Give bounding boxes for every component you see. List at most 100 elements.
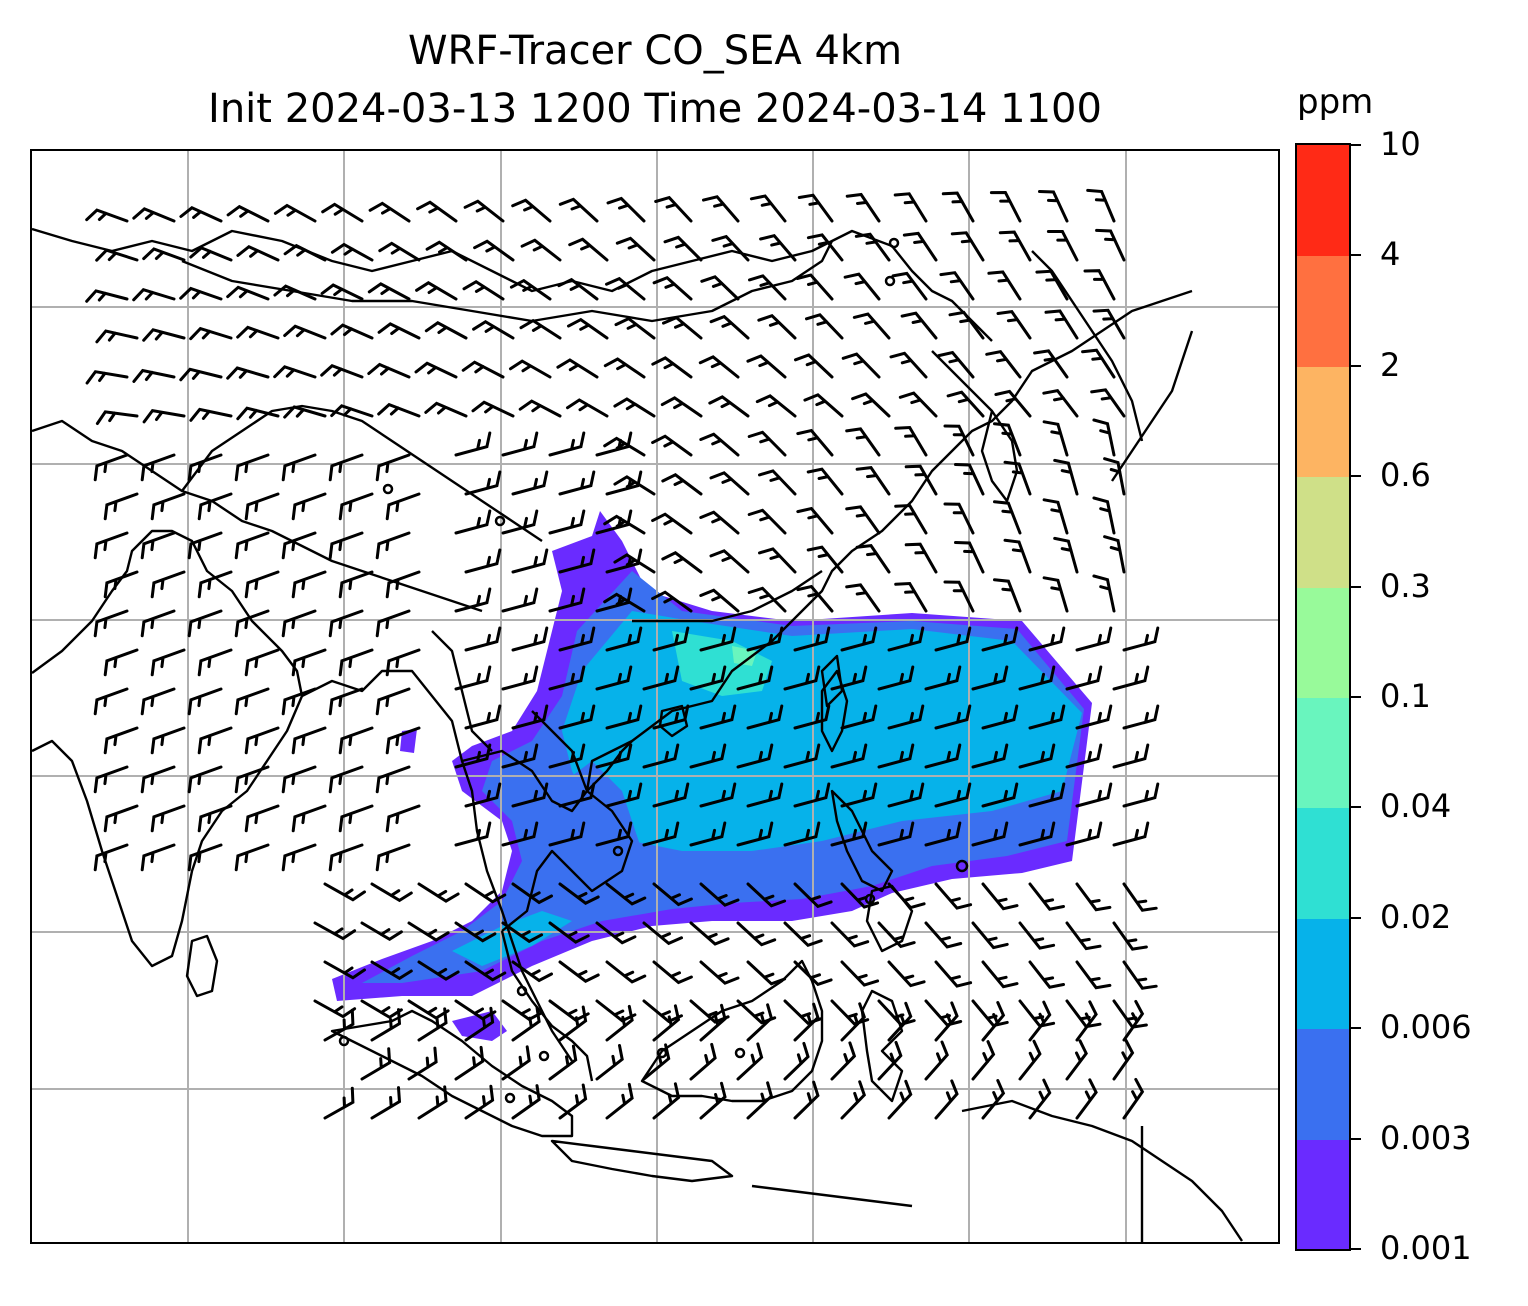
wind-barb bbox=[736, 921, 777, 947]
wind-barb bbox=[1065, 1039, 1088, 1081]
wind-barb bbox=[934, 882, 973, 910]
wind-barb bbox=[93, 609, 129, 638]
wind-barb bbox=[877, 1040, 903, 1081]
wind-barb bbox=[1018, 1039, 1042, 1081]
wind-barb bbox=[93, 687, 129, 716]
wind-barb bbox=[595, 1044, 624, 1081]
wind-barb bbox=[757, 313, 797, 340]
wind-barb bbox=[736, 821, 774, 847]
wind-barb bbox=[1042, 498, 1069, 535]
wind-barb bbox=[830, 743, 868, 769]
colorbar-tick bbox=[1351, 585, 1361, 588]
wind-barb bbox=[511, 1084, 541, 1120]
wind-barb bbox=[854, 232, 891, 262]
wind-barb bbox=[1028, 782, 1066, 808]
wind-barb bbox=[840, 960, 880, 987]
wind-barb bbox=[85, 289, 129, 303]
wind-barb bbox=[1028, 882, 1065, 911]
wind-barb bbox=[747, 586, 787, 613]
wind-barb bbox=[887, 626, 925, 652]
wind-barb bbox=[840, 782, 878, 808]
wind-barb bbox=[652, 960, 693, 985]
wind-barb bbox=[985, 350, 1022, 379]
wind-barb bbox=[464, 1006, 495, 1042]
wind-barb bbox=[197, 492, 233, 521]
wind-barb bbox=[179, 367, 223, 382]
wind-barb bbox=[1018, 921, 1056, 950]
wind-barb bbox=[417, 1007, 448, 1042]
wind-barb bbox=[924, 1040, 949, 1081]
wind-barb bbox=[934, 704, 972, 730]
wind-barb bbox=[805, 313, 844, 340]
wind-barb bbox=[840, 626, 878, 652]
wind-barb bbox=[981, 1079, 1006, 1120]
wind-barb bbox=[996, 309, 1032, 340]
border-myanmar bbox=[431, 630, 493, 752]
wind-barb bbox=[360, 999, 403, 1020]
wind-barb bbox=[567, 317, 609, 340]
wind-barb bbox=[887, 882, 926, 910]
wind-barb bbox=[605, 704, 643, 730]
wind-barb bbox=[1046, 230, 1079, 262]
wind-barbs bbox=[85, 188, 1160, 1120]
wind-barb bbox=[603, 592, 646, 613]
wind-barb bbox=[463, 199, 505, 223]
colorbar-unit-label: ppm bbox=[1297, 82, 1374, 122]
wind-barb bbox=[1112, 921, 1148, 951]
wind-barb bbox=[140, 687, 176, 716]
wind-barb bbox=[1075, 882, 1112, 912]
colorbar-tick-label: 0.1 bbox=[1380, 677, 1431, 715]
wind-barb bbox=[511, 1006, 541, 1042]
wind-barb bbox=[281, 843, 317, 872]
wind-barb bbox=[330, 404, 374, 418]
wind-barb bbox=[501, 821, 539, 847]
wind-barb bbox=[746, 626, 784, 652]
colorbar-segment bbox=[1297, 917, 1349, 1030]
wind-barb bbox=[894, 425, 928, 457]
wind-barb bbox=[971, 743, 1009, 769]
wind-barb bbox=[1075, 782, 1113, 808]
coastline-hainan bbox=[658, 704, 689, 738]
wind-barb bbox=[385, 804, 421, 833]
wind-barb bbox=[642, 1043, 671, 1081]
wind-barb bbox=[700, 275, 740, 301]
wind-barb bbox=[950, 231, 985, 262]
wind-barb bbox=[518, 399, 562, 418]
wind-barb bbox=[236, 244, 280, 262]
wind-barb bbox=[702, 195, 740, 223]
wind-barb bbox=[511, 548, 549, 574]
wind-barb bbox=[1092, 308, 1126, 340]
wind-barb bbox=[736, 665, 774, 691]
wind-barb bbox=[150, 804, 186, 833]
wind-barb bbox=[234, 531, 270, 560]
wind-barb bbox=[803, 393, 844, 418]
wind-barb bbox=[642, 821, 680, 847]
wind-barb bbox=[793, 960, 833, 987]
wind-barb bbox=[615, 236, 656, 262]
wind-barb bbox=[887, 782, 925, 808]
wind-barb bbox=[699, 704, 737, 730]
wind-barb bbox=[461, 360, 505, 379]
wind-barb bbox=[375, 531, 411, 560]
coastlines bbox=[32, 227, 1243, 1242]
wind-barb bbox=[283, 243, 327, 262]
wind-barb bbox=[323, 882, 366, 902]
wind-barb bbox=[281, 609, 317, 638]
wind-barb bbox=[330, 242, 374, 262]
wind-barb bbox=[797, 193, 834, 223]
wind-barb bbox=[887, 1001, 913, 1042]
wind-barb bbox=[1112, 1039, 1135, 1081]
plume-level-0.02 bbox=[672, 631, 772, 696]
wind-barb bbox=[370, 1086, 402, 1120]
wind-barb bbox=[1042, 420, 1069, 457]
wind-barb bbox=[566, 398, 609, 418]
wind-barb bbox=[749, 194, 787, 223]
map-gridlines bbox=[32, 151, 1278, 1242]
wind-barb bbox=[652, 275, 693, 301]
wind-barb bbox=[746, 354, 787, 379]
wind-barb bbox=[877, 665, 915, 691]
wind-barb bbox=[558, 704, 596, 730]
wind-barb bbox=[273, 365, 317, 379]
wind-barb bbox=[924, 665, 962, 691]
station-markers bbox=[338, 237, 969, 1104]
